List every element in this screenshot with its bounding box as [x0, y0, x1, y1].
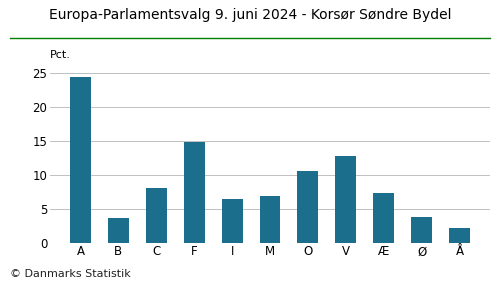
Bar: [411, 217, 432, 243]
Bar: [70, 77, 91, 243]
Bar: [298, 171, 318, 243]
Bar: [336, 156, 356, 243]
Text: Europa-Parlamentsvalg 9. juni 2024 - Korsør Søndre Bydel: Europa-Parlamentsvalg 9. juni 2024 - Kor…: [49, 8, 451, 23]
Bar: [222, 199, 242, 243]
Bar: [108, 218, 129, 243]
Text: © Danmarks Statistik: © Danmarks Statistik: [10, 269, 131, 279]
Bar: [260, 197, 280, 243]
Bar: [374, 193, 394, 243]
Text: Pct.: Pct.: [50, 50, 71, 60]
Bar: [449, 228, 470, 243]
Bar: [146, 188, 167, 243]
Bar: [184, 142, 204, 243]
